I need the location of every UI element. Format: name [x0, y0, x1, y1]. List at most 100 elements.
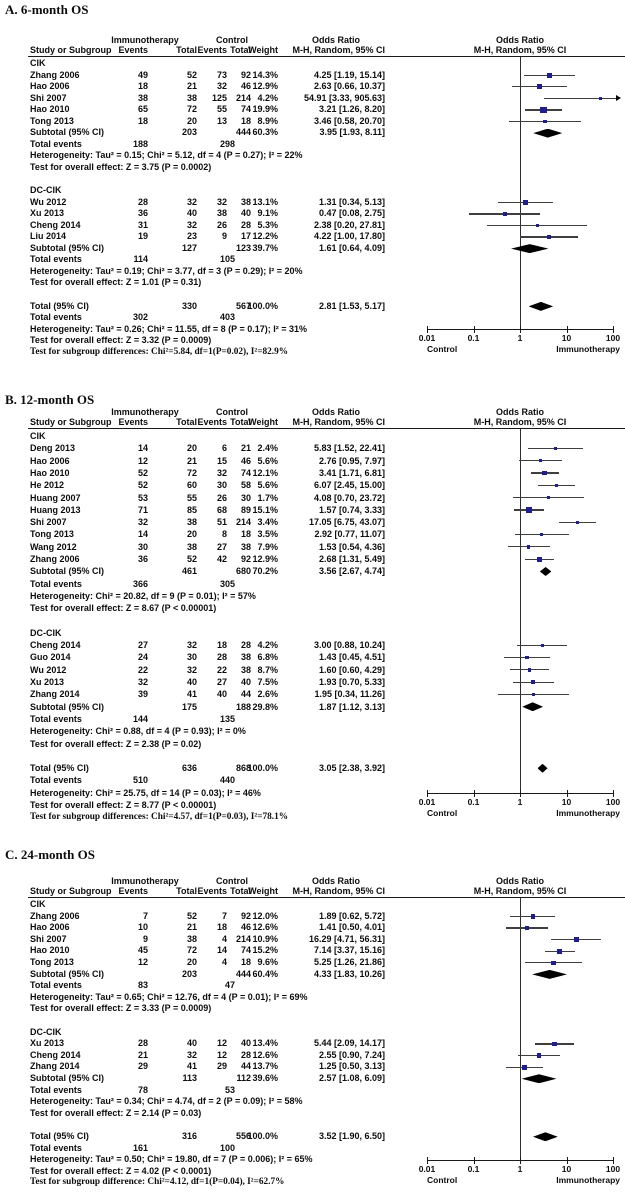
ipt-events-value: 30: [137, 541, 148, 552]
overall-effect-text: Test for overall effect: Z = 8.67 (P < 0…: [30, 603, 217, 614]
ipt-total-value: 52: [186, 554, 197, 564]
ipt-total-value: 175: [181, 701, 197, 712]
ctl-events-value: 22: [216, 664, 227, 675]
or-marker: [527, 667, 532, 672]
axis-tick: [520, 789, 521, 797]
ctl-total-value: 92: [240, 554, 251, 564]
heterogeneity-text: Heterogeneity: Tau² = 0.26; Chi² = 11.55…: [30, 323, 308, 334]
axis-tick-label: 10: [561, 333, 572, 344]
col-header-study: Study or Subgroup: [30, 417, 112, 427]
weight-value: 12.2%: [252, 231, 278, 242]
weight-value: 39.7%: [252, 242, 278, 253]
or-ci-value: 3.00 [0.88, 10.24]: [313, 640, 385, 651]
ctl-events-value: 15: [216, 455, 227, 466]
ipt-total-value: 23: [186, 231, 197, 242]
ctl-events-value: 68: [216, 504, 227, 515]
study-label: Zhang 2014: [30, 689, 80, 700]
heterogeneity-text: Heterogeneity: Tau² = 0.65; Chi² = 12.76…: [30, 991, 308, 1002]
ipt-events-value: 52: [137, 480, 148, 491]
overall-effect-text: Test for overall effect: Z = 3.33 (P = 0…: [30, 1003, 212, 1014]
or-marker: [599, 96, 603, 100]
overall-effect-text: Test for overall effect: Z = 2.14 (P = 0…: [30, 1107, 202, 1118]
subgroup-difference-text: Test for subgroup difference: Chi²=4.12,…: [30, 1177, 285, 1188]
ipt-events-value: 12: [137, 455, 148, 466]
ipt-total-value: 20: [186, 957, 197, 967]
ctl-total-value: 44: [240, 1061, 251, 1072]
subtotal-diamond: [510, 244, 549, 254]
ipt-events-value: 45: [137, 945, 148, 956]
weight-value: 7.5%: [257, 677, 278, 687]
or-ci-value: 5.44 [2.09, 14.17]: [313, 1038, 385, 1049]
study-label: Liu 2014: [30, 231, 67, 242]
or-marker: [546, 234, 552, 240]
total-diamond: [528, 301, 554, 311]
col-group-control: Control: [216, 876, 248, 886]
weight-value: 4.2%: [257, 640, 278, 651]
weight-value: 14.3%: [252, 69, 278, 80]
ipt-events-value: 71: [137, 504, 148, 515]
or-marker: [524, 925, 530, 931]
subtotal-label: Subtotal (95% CI): [30, 1073, 105, 1083]
subgroup-difference-text: Test for subgroup differences: Chi²=5.84…: [30, 346, 289, 357]
header-rule: [28, 56, 625, 57]
weight-value: 5.6%: [257, 480, 278, 491]
heterogeneity-text: Heterogeneity: Tau² = 0.15; Chi² = 5.12,…: [30, 150, 303, 161]
col-group-immunotherapy: Immunotherapy: [111, 35, 179, 45]
total-label: Total (95% CI): [30, 1131, 89, 1141]
total-events-label: Total events: [30, 713, 82, 724]
weight-value: 13.4%: [252, 1038, 278, 1049]
total-events-label: Total events: [30, 1084, 82, 1095]
or-marker: [535, 223, 540, 228]
ipt-total-value: 52: [186, 69, 197, 80]
ipt-total-value: 72: [186, 104, 197, 115]
heterogeneity-text: Heterogeneity: Tau² = 0.19; Chi² = 3.77,…: [30, 265, 303, 276]
or-ci-value: 17.05 [6.75, 43.07]: [308, 517, 385, 528]
or-marker: [551, 960, 556, 965]
ipt-total-value: 203: [181, 127, 197, 138]
study-label: Cheng 2014: [30, 219, 81, 230]
total-events-ctl: 440: [219, 775, 235, 786]
study-label: Wu 2012: [30, 664, 67, 675]
axis-tick-label: 10: [561, 1164, 572, 1174]
weight-value: 5.3%: [257, 219, 278, 230]
ctl-total-value: 46: [240, 455, 251, 466]
total-events-ctl: 403: [219, 312, 235, 323]
ctl-total-value: 46: [240, 81, 251, 92]
or-ci-value: 1.41 [0.50, 4.01]: [318, 922, 385, 933]
axis-tick: [613, 1157, 614, 1164]
weight-value: 6.8%: [257, 652, 278, 663]
axis-tick: [427, 1157, 428, 1164]
col-header-mh-ci: M-H, Random, 95% CI: [292, 45, 385, 55]
plot-header-mh-ci: M-H, Random, 95% CI: [473, 417, 567, 427]
col-group-odds-ratio: Odds Ratio: [311, 876, 360, 886]
total-events-ctl: 53: [224, 1084, 235, 1095]
ctl-total-value: 74: [240, 945, 251, 956]
ctl-total-value: 28: [240, 219, 251, 230]
col-header-ipt-events: Events: [118, 886, 148, 896]
ipt-events-value: 38: [137, 92, 148, 103]
ctl-events-value: 26: [216, 492, 227, 503]
ipt-events-value: 19: [137, 231, 148, 242]
weight-value: 60.4%: [252, 968, 278, 979]
axis-tick-label: 0.1: [467, 796, 480, 807]
or-marker: [532, 693, 535, 696]
weight-value: 60.3%: [252, 127, 278, 138]
axis-tick-label: 0.1: [467, 333, 480, 344]
ipt-events-value: 24: [137, 652, 148, 663]
ctl-total-value: 38: [240, 541, 251, 552]
weight-value: 4.2%: [257, 92, 278, 103]
weight-value: 29.8%: [252, 701, 278, 712]
ctl-total-value: 92: [240, 910, 251, 921]
ipt-total-value: 40: [186, 677, 197, 687]
ci-arrow-right: [616, 94, 621, 101]
ctl-events-value: 7: [221, 910, 227, 921]
forest-panel-2: B. 12-month OS Immunotherapy Control Odds R…: [0, 389, 625, 845]
ctl-events-value: 13: [216, 115, 227, 126]
ipt-events-value: 28: [137, 1038, 148, 1049]
axis-tick: [613, 789, 614, 797]
axis-label-immunotherapy: Immunotherapy: [556, 344, 620, 355]
ctl-events-value: 27: [216, 677, 227, 687]
subgroup-label: DC-CIK: [30, 185, 62, 196]
ctl-total-value: 18: [240, 115, 251, 126]
or-marker: [523, 199, 528, 205]
